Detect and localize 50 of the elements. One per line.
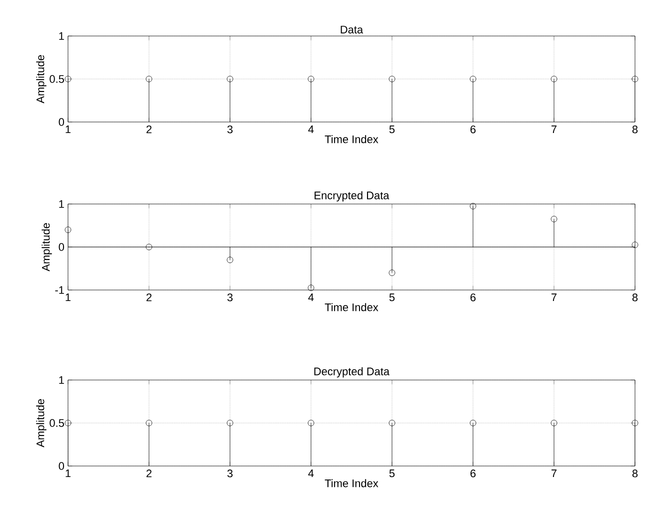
x-tick-label: 8 xyxy=(632,470,638,478)
chart-title: Decrypted Data xyxy=(314,367,390,378)
x-tick-label: 3 xyxy=(227,294,233,302)
chart-title: Encrypted Data xyxy=(314,191,390,202)
x-tick-label: 3 xyxy=(227,126,233,134)
x-tick-label: 6 xyxy=(470,470,476,478)
x-tick-label: 5 xyxy=(389,126,395,134)
x-tick-label: 2 xyxy=(146,470,152,478)
y-tick-label: 0 xyxy=(58,462,64,470)
point xyxy=(226,256,234,264)
point xyxy=(146,244,152,250)
x-tick-label: 7 xyxy=(552,294,557,302)
x-tick-label: 4 xyxy=(308,126,314,134)
y-tick-label: 0 xyxy=(58,118,64,126)
x-tick-label: 1 xyxy=(66,126,71,134)
y-tick-label: 1 xyxy=(59,200,64,208)
y-tick-label: 0 xyxy=(58,243,64,251)
point xyxy=(64,226,72,233)
x-tick-label: 1 xyxy=(66,470,71,478)
x-tick-label: 3 xyxy=(227,470,233,478)
point xyxy=(470,202,476,210)
x-tick-label: 8 xyxy=(632,294,638,302)
y-axis-title: Amplitude xyxy=(42,223,52,272)
x-tick-label: 8 xyxy=(632,126,638,134)
y-tick-label: -1 xyxy=(55,286,64,294)
x-tick-label: 6 xyxy=(470,294,476,302)
x-tick-label: 2 xyxy=(146,294,152,302)
x-tick-label: 7 xyxy=(552,126,557,134)
x-tick-label: 6 xyxy=(470,126,476,134)
point xyxy=(550,216,558,222)
x-tick-label: 1 xyxy=(66,294,71,302)
x-axis-title: Time Index xyxy=(324,135,378,144)
y-tick-label: 0.5 xyxy=(50,75,64,83)
y-tick-label: 1 xyxy=(59,32,64,40)
x-tick-label: 4 xyxy=(308,294,314,302)
x-axis-title: Time Index xyxy=(324,303,378,312)
x-tick-label: 4 xyxy=(308,470,314,478)
point xyxy=(308,284,314,292)
x-tick-label: 2 xyxy=(146,126,152,134)
y-axis-title: Amplitude xyxy=(36,55,46,104)
chart-title: Data xyxy=(340,26,364,34)
y-tick-label: 1 xyxy=(59,376,64,384)
x-tick-label: 7 xyxy=(552,470,557,478)
x-tick-label: 5 xyxy=(389,294,395,302)
point xyxy=(388,270,396,276)
x-tick-label: 5 xyxy=(389,470,395,478)
y-axis-title: Amplitude xyxy=(36,399,46,448)
x-axis-title: Time Index xyxy=(324,479,378,488)
y-tick-label: 0.5 xyxy=(50,419,64,427)
point xyxy=(632,242,638,248)
